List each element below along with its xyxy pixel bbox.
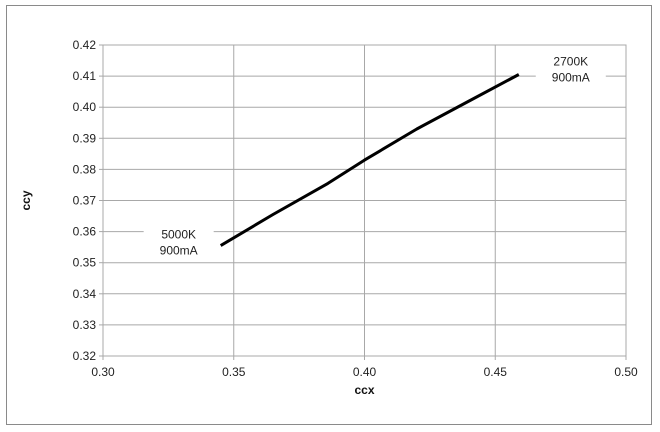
y-tick-label: 0.37 (73, 194, 97, 208)
y-tick-label: 0.36 (73, 225, 97, 239)
annotations: 5000K 900mA 2700K 900mA (143, 51, 606, 261)
x-tick-labels: 0.30 0.35 0.40 0.45 0.50 (91, 365, 638, 379)
x-tick-label: 0.30 (91, 365, 115, 379)
data-label-text: 900mA (160, 244, 198, 258)
x-tick-label: 0.50 (614, 365, 638, 379)
grid-lines (102, 44, 627, 357)
y-tick-label: 0.38 (73, 162, 97, 176)
plot-area-border (102, 44, 627, 357)
data-label-background (143, 224, 214, 261)
y-tick-labels: 0.32 0.33 0.34 0.35 0.36 0.37 0.38 0.39 0.40 0.41… (73, 38, 97, 363)
y-tick-label: 0.32 (73, 349, 97, 363)
x-axis-title: ccx (354, 383, 374, 397)
axes (99, 44, 627, 360)
y-axis-title: ccy (19, 190, 33, 210)
x-tick-label: 0.45 (484, 365, 508, 379)
y-tick-label: 0.35 (73, 256, 97, 270)
data-label-text: 900mA (552, 71, 590, 85)
y-tick-label: 0.34 (73, 287, 97, 301)
series-line (219, 73, 520, 247)
y-tick-label: 0.41 (73, 69, 97, 83)
y-tick-label: 0.40 (73, 100, 97, 114)
series-group (219, 73, 520, 247)
data-label: 5000K 900mA (143, 224, 214, 261)
data-label: 2700K 900mA (535, 51, 606, 88)
x-tick-label: 0.40 (353, 365, 377, 379)
data-label-text: 5000K (161, 228, 196, 242)
x-tick-label: 0.35 (222, 365, 246, 379)
y-tick-label: 0.39 (73, 131, 97, 145)
data-label-background (535, 51, 606, 88)
y-tick-label: 0.33 (73, 318, 97, 332)
data-label-text: 2700K (553, 55, 588, 69)
y-tick-label: 0.42 (73, 38, 97, 52)
